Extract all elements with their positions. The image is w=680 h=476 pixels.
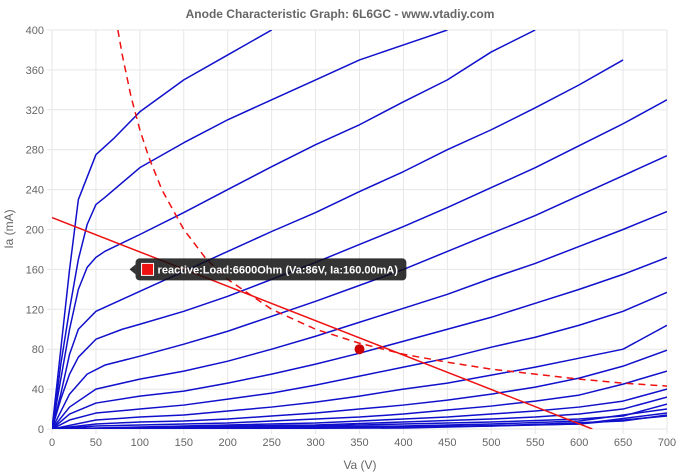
grid-curve-6 bbox=[52, 155, 667, 429]
grid-curve-13 bbox=[52, 388, 667, 429]
grid-curve-11 bbox=[52, 349, 667, 429]
grid-curve-9 bbox=[52, 291, 667, 429]
grid-curve-12 bbox=[52, 370, 667, 429]
y-tick-label: 120 bbox=[26, 304, 44, 316]
dissipation-curve bbox=[117, 30, 667, 387]
tooltip-color-swatch bbox=[141, 262, 155, 276]
y-tick-label: 280 bbox=[26, 145, 44, 157]
y-tick-label: 160 bbox=[26, 264, 44, 276]
y-tick-label: 80 bbox=[32, 344, 44, 356]
tooltip: reactive:Load:6600Ohm (Va:86V, Ia:160.00… bbox=[129, 258, 407, 281]
operating-point[interactable] bbox=[354, 344, 365, 355]
overlay-layer bbox=[52, 30, 667, 429]
grid-curve-1 bbox=[52, 30, 273, 429]
load-line bbox=[52, 216, 593, 429]
grid-curve-10 bbox=[52, 324, 667, 429]
y-tick-label: 320 bbox=[26, 105, 44, 117]
x-tick-label: 200 bbox=[219, 437, 237, 449]
chart-title: Anode Characteristic Graph: 6L6GC - www.… bbox=[186, 7, 495, 21]
tooltip-box bbox=[135, 258, 407, 281]
x-tick-label: 500 bbox=[482, 437, 500, 449]
grid-layer bbox=[47, 29, 668, 434]
x-axis-title: Va (V) bbox=[343, 458, 376, 472]
y-tick-label: 0 bbox=[38, 424, 44, 436]
y-tick-label: 360 bbox=[26, 65, 44, 77]
x-tick-label: 600 bbox=[570, 437, 588, 449]
grid-curve-4 bbox=[52, 59, 624, 429]
x-tick-label: 150 bbox=[175, 437, 193, 449]
x-tick-label: 0 bbox=[49, 437, 55, 449]
x-tick-label: 100 bbox=[131, 437, 149, 449]
y-tick-label: 240 bbox=[26, 185, 44, 197]
x-tick-label: 350 bbox=[350, 437, 368, 449]
grid-curve-19 bbox=[52, 415, 667, 429]
x-tick-label: 300 bbox=[306, 437, 324, 449]
tick-labels: 0 50 100 150 200 250 300 350 400 450 500 550 600 650 7… bbox=[26, 25, 677, 449]
x-tick-label: 250 bbox=[262, 437, 280, 449]
x-tick-label: 700 bbox=[658, 437, 676, 449]
tooltip-caret bbox=[129, 264, 136, 275]
grid-curve-3 bbox=[52, 30, 536, 429]
x-tick-label: 50 bbox=[90, 437, 102, 449]
x-tick-label: 650 bbox=[614, 437, 632, 449]
grid-curve-8 bbox=[52, 256, 667, 429]
grid-curve-2 bbox=[52, 30, 448, 429]
x-tick-label: 550 bbox=[526, 437, 544, 449]
y-tick-label: 200 bbox=[26, 225, 44, 237]
y-axis-title: Ia (mA) bbox=[2, 209, 16, 248]
x-tick-label: 450 bbox=[438, 437, 456, 449]
y-tick-label: 400 bbox=[26, 25, 44, 37]
y-tick-label: 40 bbox=[32, 384, 44, 396]
tooltip-text: reactive:Load:6600Ohm (Va:86V, Ia:160.00… bbox=[158, 264, 399, 276]
x-tick-label: 400 bbox=[394, 437, 412, 449]
